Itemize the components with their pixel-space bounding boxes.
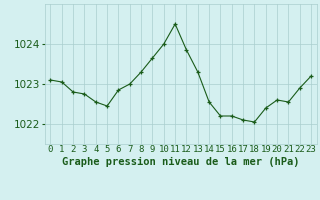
X-axis label: Graphe pression niveau de la mer (hPa): Graphe pression niveau de la mer (hPa)	[62, 157, 300, 167]
